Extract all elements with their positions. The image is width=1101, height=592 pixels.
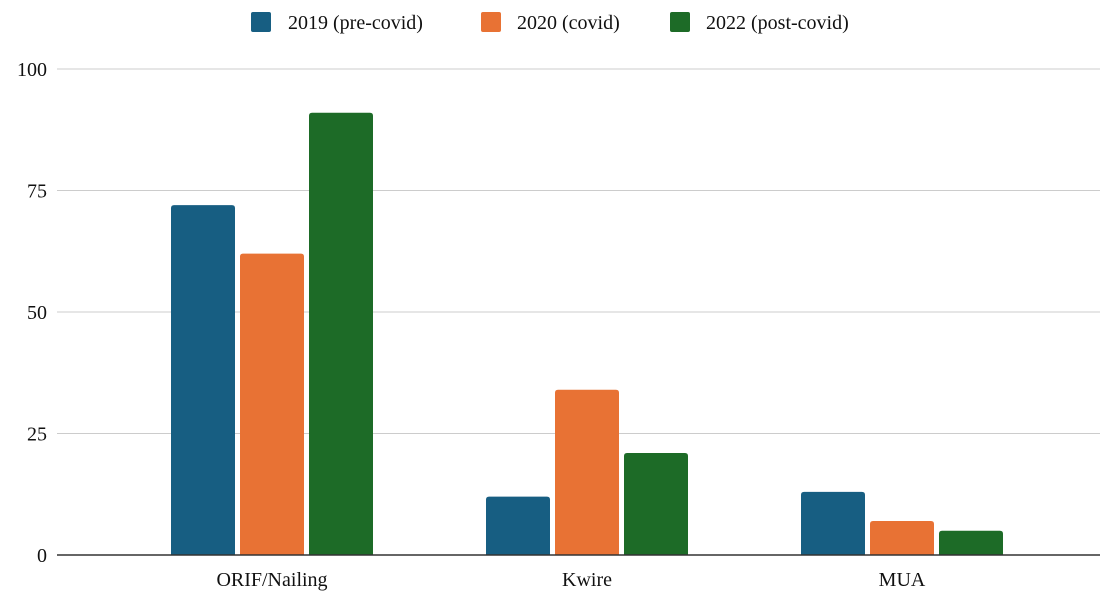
- y-tick-label: 50: [27, 302, 47, 324]
- y-tick-label: 100: [17, 59, 47, 81]
- bar: [939, 530, 1003, 555]
- y-tick-label: 25: [27, 424, 47, 446]
- legend-swatch: [670, 12, 690, 32]
- legend-swatch: [481, 12, 501, 32]
- bar: [240, 253, 304, 555]
- y-tick-label: 75: [27, 181, 47, 203]
- y-tick-label: 0: [37, 545, 47, 567]
- legend-item: 2019 (pre-covid): [251, 12, 423, 34]
- bar: [555, 389, 619, 555]
- bar: [870, 520, 934, 555]
- legend-label: 2022 (post-covid): [706, 12, 849, 34]
- y-axis-ticks: 0 25 50 75 100: [17, 59, 47, 567]
- legend-item: 2022 (post-covid): [670, 12, 849, 34]
- bars: [171, 112, 1003, 556]
- bar: [624, 452, 688, 555]
- x-category-label: Kwire: [562, 569, 612, 591]
- bar: [801, 491, 865, 555]
- x-category-label: ORIF/Nailing: [216, 569, 327, 591]
- bar: [309, 112, 373, 556]
- bar: [486, 496, 550, 555]
- x-category-label: MUA: [879, 569, 926, 591]
- bar: [171, 205, 235, 555]
- legend: 2019 (pre-covid) 2020 (covid) 2022 (post-c…: [251, 12, 849, 34]
- legend-item: 2020 (covid): [481, 12, 620, 34]
- legend-swatch: [251, 12, 271, 32]
- x-axis-categories: ORIF/Nailing Kwire MUA: [216, 569, 925, 591]
- legend-label: 2019 (pre-covid): [288, 12, 423, 34]
- legend-label: 2020 (covid): [517, 12, 620, 34]
